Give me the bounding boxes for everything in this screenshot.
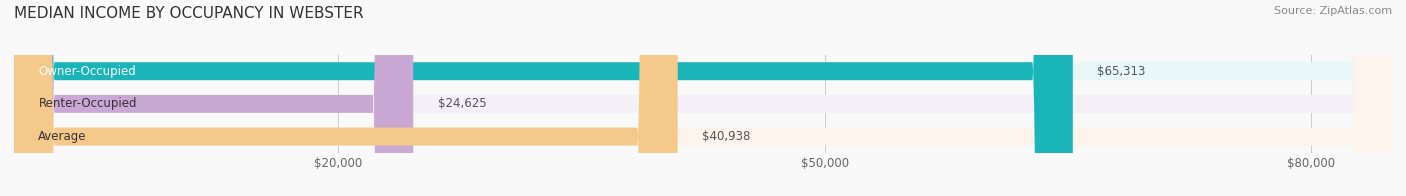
Text: Average: Average <box>38 130 87 143</box>
FancyBboxPatch shape <box>14 0 1392 196</box>
FancyBboxPatch shape <box>14 0 678 196</box>
Text: Owner-Occupied: Owner-Occupied <box>38 65 136 78</box>
Text: $40,938: $40,938 <box>702 130 751 143</box>
FancyBboxPatch shape <box>14 0 1073 196</box>
Text: Renter-Occupied: Renter-Occupied <box>38 97 136 110</box>
Text: $24,625: $24,625 <box>437 97 486 110</box>
FancyBboxPatch shape <box>14 0 1392 196</box>
Text: MEDIAN INCOME BY OCCUPANCY IN WEBSTER: MEDIAN INCOME BY OCCUPANCY IN WEBSTER <box>14 6 364 21</box>
FancyBboxPatch shape <box>14 0 413 196</box>
Text: $65,313: $65,313 <box>1097 65 1146 78</box>
FancyBboxPatch shape <box>14 0 1392 196</box>
Text: Source: ZipAtlas.com: Source: ZipAtlas.com <box>1274 6 1392 16</box>
